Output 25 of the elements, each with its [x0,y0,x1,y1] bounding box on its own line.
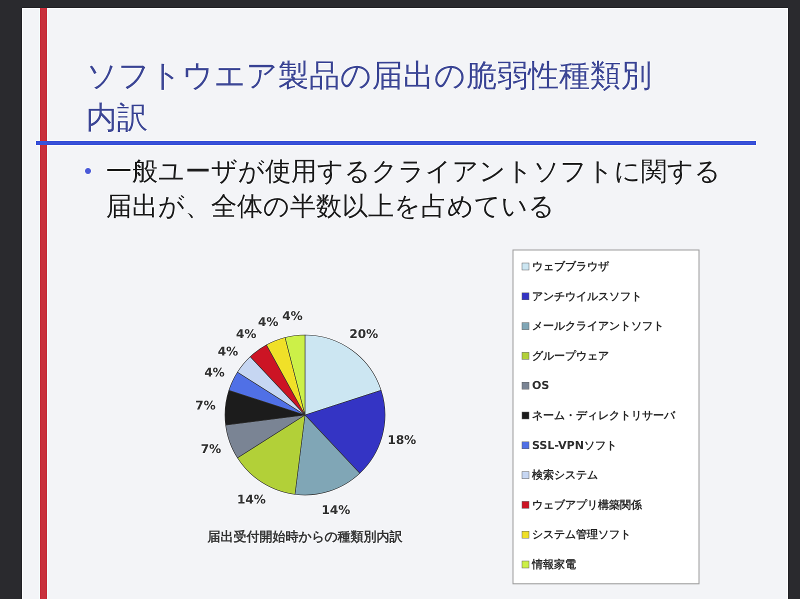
legend-label: システム管理ソフト [532,528,631,542]
data-label: 4% [218,344,238,358]
data-label: 14% [237,492,266,506]
legend-label: 情報家電 [531,558,576,571]
legend-label: SSL-VPNソフト [532,438,617,452]
legend-label: ウェブブラウザ [532,260,610,273]
legend-label: メールクライアントソフト [532,320,664,333]
chart-title: ソフトウエア製品の届出の脆弱性種類別内訳 [86,58,652,136]
data-label: 4% [282,308,303,323]
legend-label: グループウェア [532,349,609,362]
data-label: 7% [200,442,222,456]
data-label: 7% [195,398,216,413]
legend-label: アンチウイルスソフト [532,290,642,303]
legend-label: ネーム・ディレクトリサーバ [532,409,676,422]
chart-subtitle: 一般ユーザが使用するクライアントソフトに関する届出が、全体の半数以上を占めている [106,157,721,222]
data-label: 4% [204,365,225,380]
legend-label: OS [532,379,550,392]
legend-label: ウェブアプリ構築関係 [532,498,643,512]
data-label: 20% [349,327,378,342]
data-label: 18% [387,432,416,447]
text: 届出受付開始時からの種類別内訳 [206,529,404,545]
data-label: 14% [322,503,350,518]
data-label: 4% [236,327,256,342]
legend-label: 検索システム [531,468,598,482]
data-label: 4% [258,315,278,330]
